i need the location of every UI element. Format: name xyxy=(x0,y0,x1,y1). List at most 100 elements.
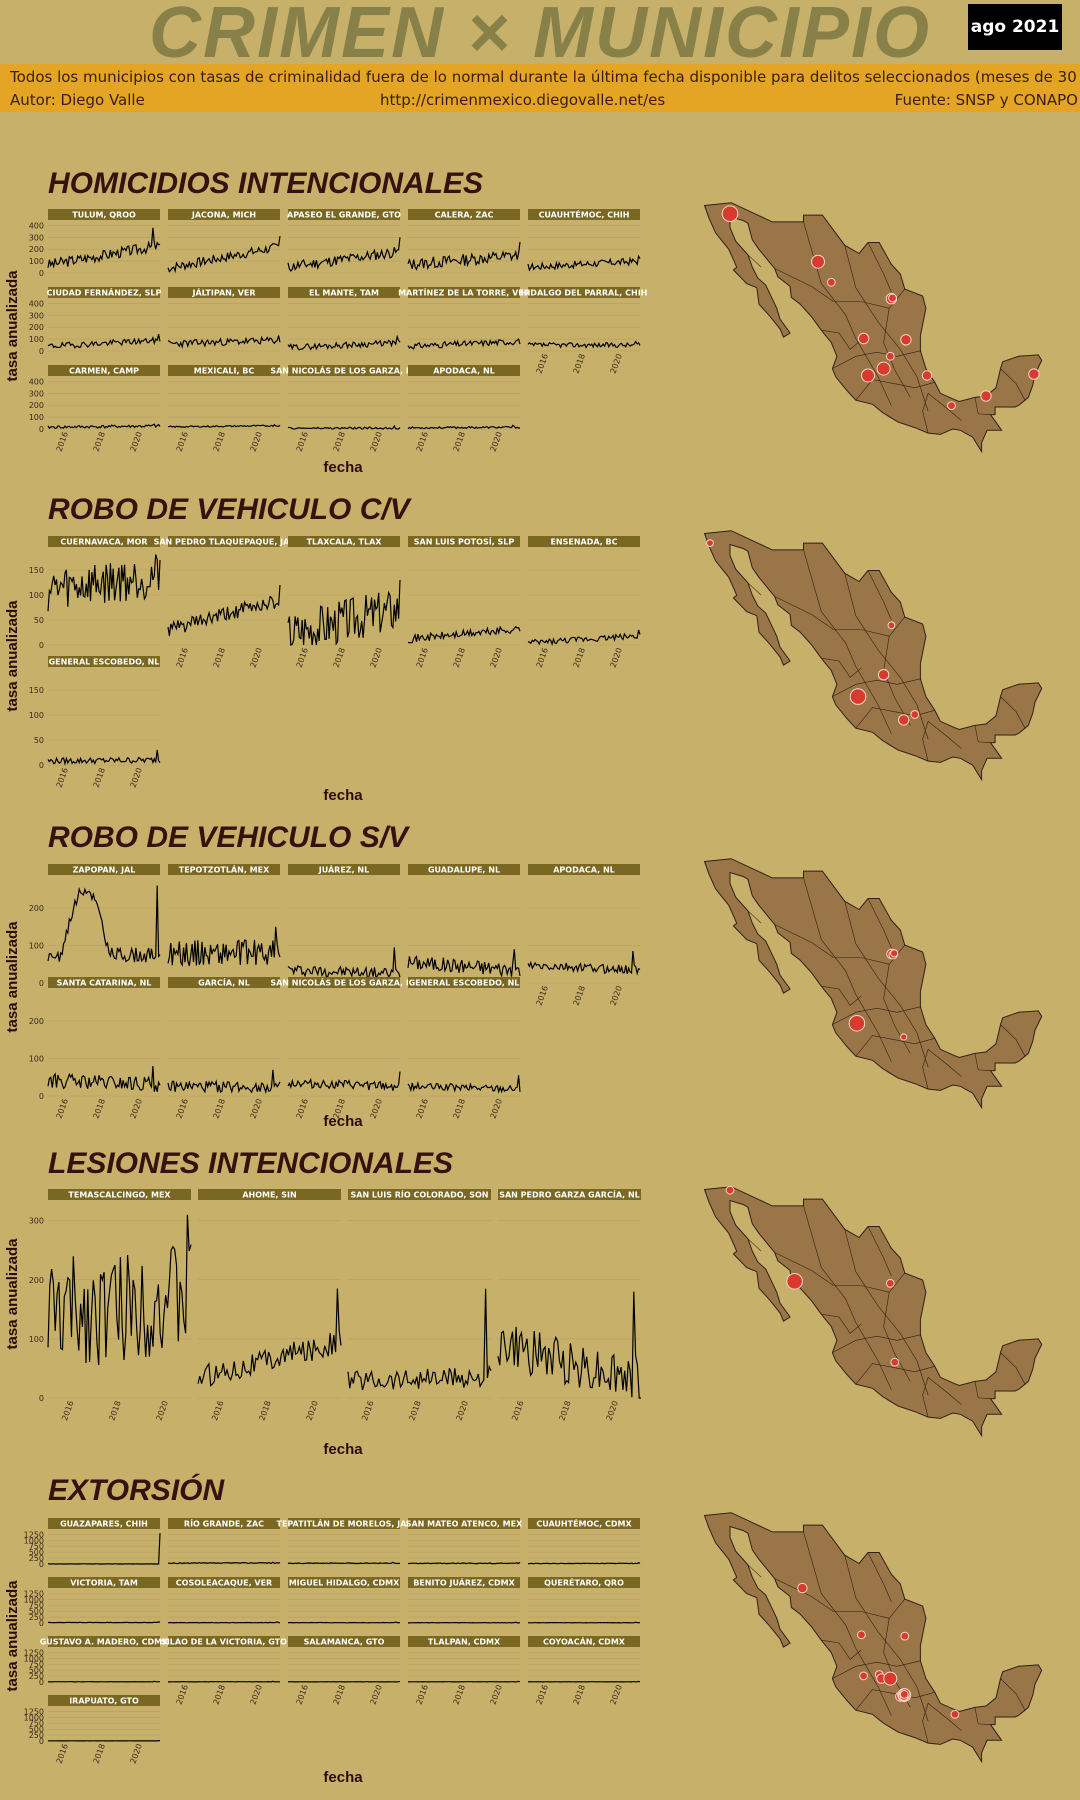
section-title: ROBO DE VEHICULO C/V xyxy=(48,493,413,526)
series-line xyxy=(407,424,520,430)
y-tick-label: 250 xyxy=(29,1731,44,1740)
facet-strip xyxy=(288,536,400,547)
facet-strip xyxy=(168,1577,280,1588)
facet-label: CARMEN, CAMP xyxy=(69,367,139,376)
x-tick-label: 2018 xyxy=(92,767,107,789)
facet-strip xyxy=(408,209,520,220)
state-border xyxy=(747,1564,762,1578)
y-tick-label: 750 xyxy=(29,1542,44,1551)
facet-strip xyxy=(48,1695,160,1706)
facet-label: QUERÉTARO, QRO xyxy=(544,1577,624,1588)
x-tick-label: 2016 xyxy=(415,431,430,453)
y-tick-label: 300 xyxy=(29,233,44,242)
facet-panel: AHOME, SIN 2016 2018 2020 xyxy=(197,1189,342,1422)
facet-panel: TLALPAN, CDMX 2016 2018 2020 xyxy=(407,1636,521,1706)
facet-panel: TEPOTZOTLÁN, MEX xyxy=(167,864,281,984)
x-tick-label: 2018 xyxy=(92,1098,107,1120)
map-marker xyxy=(811,254,825,269)
facet-panel: GARCÍA, NL 2016 2018 2020 xyxy=(167,977,281,1120)
map-marker xyxy=(900,1033,908,1041)
facet-label: SAN LUIS RÍO COLORADO, SON xyxy=(351,1189,489,1200)
facet-strip xyxy=(528,1636,640,1647)
date-badge: ago 2021 xyxy=(968,4,1062,50)
x-tick-label: 2018 xyxy=(92,431,107,453)
series-line xyxy=(47,554,161,612)
state-border xyxy=(774,268,890,309)
facet-panel: CUAUHTÉMOC, CDMX xyxy=(527,1518,641,1565)
state-border xyxy=(922,720,962,762)
facet-strip xyxy=(408,1636,520,1647)
facet-label: HIDALGO DEL PARRAL, CHIH xyxy=(521,289,648,298)
state-border xyxy=(1000,696,1026,729)
x-tick-label: 2018 xyxy=(212,431,227,453)
facet-strip xyxy=(48,365,160,376)
map-marker xyxy=(1028,368,1040,380)
state-border xyxy=(883,1598,911,1708)
y-tick-label: 0 xyxy=(39,425,44,434)
facet-label: RÍO GRANDE, ZAC xyxy=(184,1518,264,1529)
map-marker xyxy=(877,669,890,681)
state-border xyxy=(867,1226,892,1277)
facet-panel: QUERÉTARO, QRO xyxy=(527,1577,641,1624)
facet-strip xyxy=(168,536,280,547)
facet-panel: APODACA, NL 2016 2018 2020 xyxy=(407,365,520,453)
facet-strip xyxy=(48,864,160,875)
x-tick-label: 2020 xyxy=(609,353,624,375)
facet-strip xyxy=(48,1577,160,1588)
facet-panel: RÍO GRANDE, ZAC xyxy=(167,1518,281,1565)
series-line xyxy=(407,241,521,271)
facet-panel: SAN MATEO ATENCO, MEX xyxy=(406,1518,523,1565)
y-tick-label: 500 xyxy=(29,1548,44,1557)
facet-panel: CUERNAVACA, MOR 0 50 100 150 xyxy=(29,536,161,650)
facet-panel: SAN LUIS POTOSÍ, SLP 2016 2018 2020 xyxy=(407,536,521,669)
facet-strip xyxy=(288,1518,400,1529)
series-line xyxy=(167,1069,281,1095)
facet-strip xyxy=(168,365,280,376)
map-marker xyxy=(857,332,870,345)
mexico-map xyxy=(703,1185,1043,1438)
facet-label: VICTORIA, TAM xyxy=(70,1579,138,1588)
facet-panel: SALAMANCA, GTO 2016 2018 2020 xyxy=(287,1636,401,1706)
state-border xyxy=(974,1707,991,1725)
series-line xyxy=(527,629,641,647)
series-line xyxy=(167,926,281,967)
facet-strip xyxy=(48,1189,191,1200)
state-border xyxy=(821,329,862,350)
facet-panel: CUAUHTÉMOC, CHIH xyxy=(527,209,641,274)
map-marker xyxy=(849,688,867,705)
facet-label: SAN PEDRO TLAQUEPAQUE, JAL xyxy=(154,538,295,547)
x-tick-label: 2016 xyxy=(295,431,310,453)
map-marker xyxy=(980,390,992,402)
y-tick-label: 200 xyxy=(29,323,44,332)
state-border xyxy=(803,1531,892,1716)
y-tick-label: 750 xyxy=(29,1719,44,1728)
y-tick-label: 300 xyxy=(29,389,44,398)
y-tick-label: 1000 xyxy=(24,1595,44,1604)
facet-label: ENSENADA, BC xyxy=(550,538,617,547)
section-title: LESIONES INTENCIONALES xyxy=(48,1147,453,1180)
series-line xyxy=(287,1561,401,1565)
series-line xyxy=(287,579,401,646)
map-marker xyxy=(885,1279,895,1288)
site-url[interactable]: http://crimenmexico.diegovalle.net/es xyxy=(380,91,666,109)
facet-strip xyxy=(48,209,160,220)
facet-label: APODACA, NL xyxy=(433,367,495,376)
series-line xyxy=(407,949,521,978)
y-tick-label: 100 xyxy=(29,257,44,266)
y-tick-label: 400 xyxy=(29,221,44,230)
x-tick-label: 2016 xyxy=(415,647,430,669)
facet-strip xyxy=(528,287,640,298)
facet-label: IRAPUATO, GTO xyxy=(69,1697,139,1706)
facet-label: SAN PEDRO GARZA GARCÍA, NL xyxy=(499,1189,640,1200)
state-border xyxy=(922,1702,962,1744)
map-marker xyxy=(725,1185,735,1195)
info-band: Todos los municipios con tasas de crimin… xyxy=(0,64,1080,112)
state-border xyxy=(803,877,892,1062)
facet-label: TEPOTZOTLÁN, MEX xyxy=(179,864,270,875)
mexico-map xyxy=(703,858,1043,1110)
facet-label: CIUDAD FERNÁNDEZ, SLP xyxy=(47,287,162,298)
facet-strip xyxy=(498,1189,641,1200)
